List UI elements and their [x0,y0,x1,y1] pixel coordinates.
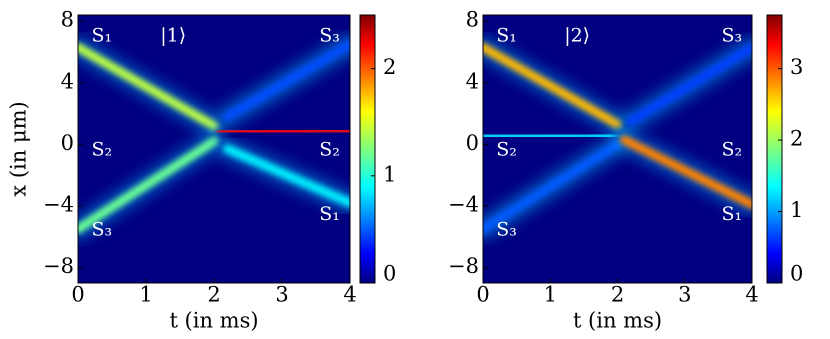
beam [223,144,350,208]
colorbar-tick-label: 0 [383,262,396,286]
x-tick-label: 4 [343,283,356,307]
colorbar [766,14,783,284]
colorbar [359,14,376,284]
beam [78,136,219,234]
beam-label: S₂ [319,139,340,161]
state-label: |1⟩ [160,25,186,47]
beams [78,33,350,241]
x-tick-label: 3 [678,283,691,307]
state-label: |2⟩ [564,25,590,47]
beam-label: S₂ [496,139,517,161]
y-tick-label: 8 [466,8,479,32]
y-tick-label: 8 [61,8,74,32]
beam-label: S₂ [722,139,743,161]
beam [483,42,622,129]
beam [483,139,622,234]
x-tick-label: 4 [745,283,758,307]
beam [78,42,219,131]
x-axis-label: t (in ms) [573,309,662,333]
x-tick-label: 1 [139,283,152,307]
y-tick-label: 4 [61,69,74,93]
y-tick-label: −8 [43,254,74,278]
x-tick-label: 1 [544,283,557,307]
x-tick-label: 2 [207,283,220,307]
y-axis-label: x (in μm) [7,101,31,196]
y-tick-label: −4 [448,192,479,216]
y-tick-label: −4 [43,192,74,216]
y-tick-label: 0 [61,131,74,155]
y-tick-label: −8 [448,254,479,278]
beam-label: S₂ [91,139,112,161]
beam [619,135,752,209]
beam [216,126,350,137]
colorbar-tick-label: 2 [383,55,396,79]
beam-label: S₃ [496,219,517,241]
beam-label: S₁ [91,25,112,47]
colorbar-tick-label: 3 [790,55,803,79]
beam [223,39,350,122]
y-tick-label: 0 [466,131,479,155]
beam-label: S₃ [91,219,112,241]
beam-label: S₃ [319,25,340,47]
beam-label: S₁ [496,25,517,47]
x-tick-label: 0 [476,283,489,307]
beam-label: S₃ [722,25,743,47]
beam [483,130,616,142]
beam-label: S₁ [722,203,743,225]
colorbar-tick-label: 1 [790,198,803,222]
colorbar-tick-label: 2 [790,127,803,151]
x-axis-label: t (in ms) [169,309,258,333]
x-tick-label: 0 [71,283,84,307]
colorbar-tick-label: 1 [383,162,396,186]
beam-label: S₁ [319,203,340,225]
colorbar-tick-label: 0 [790,262,803,286]
y-tick-label: 4 [466,69,479,93]
beams [483,36,752,241]
x-tick-label: 3 [275,283,288,307]
beam [626,42,752,126]
x-tick-label: 2 [611,283,624,307]
